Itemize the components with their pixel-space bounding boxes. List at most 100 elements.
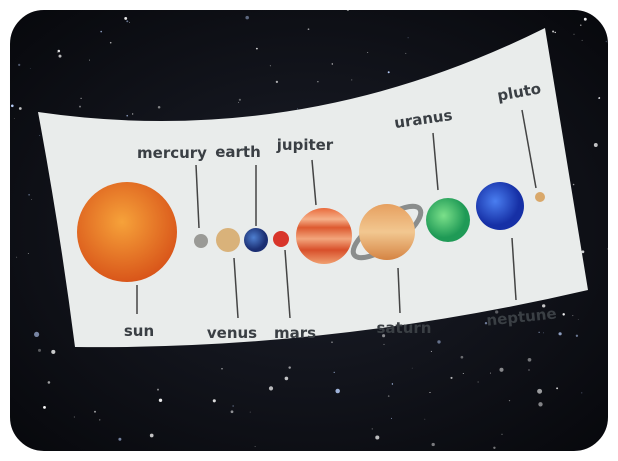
star	[552, 30, 554, 32]
star	[51, 350, 55, 354]
star	[388, 71, 390, 73]
star	[43, 406, 46, 409]
star	[562, 313, 564, 315]
star	[581, 392, 582, 393]
star	[159, 399, 162, 402]
star	[331, 341, 333, 343]
label: mars	[274, 324, 316, 342]
star	[450, 377, 452, 379]
label: venus	[207, 324, 257, 342]
star	[118, 438, 121, 441]
star	[367, 52, 368, 53]
star	[231, 410, 234, 413]
star	[392, 383, 393, 384]
star	[598, 97, 600, 99]
star	[375, 435, 379, 439]
star	[81, 98, 82, 99]
star	[308, 28, 310, 30]
star	[31, 199, 32, 200]
star	[157, 389, 159, 391]
star	[238, 102, 239, 103]
star	[539, 332, 540, 333]
star	[30, 68, 31, 69]
star	[332, 63, 333, 64]
star	[79, 106, 81, 108]
star	[335, 389, 340, 394]
star	[437, 340, 440, 343]
sun	[77, 182, 177, 282]
mars	[273, 231, 289, 247]
star	[11, 105, 14, 108]
star	[509, 400, 510, 401]
star	[124, 17, 127, 20]
star	[582, 40, 583, 41]
venus	[216, 228, 240, 252]
star	[576, 335, 578, 337]
label: mercury	[137, 144, 207, 162]
earth	[244, 228, 268, 252]
star	[270, 65, 271, 66]
star	[391, 418, 392, 419]
star	[99, 419, 100, 420]
jupiter	[296, 208, 352, 264]
star	[412, 368, 413, 369]
star	[28, 194, 30, 196]
star	[424, 419, 425, 420]
label: sun	[124, 322, 154, 340]
star	[432, 443, 435, 446]
star	[132, 113, 133, 114]
star	[245, 16, 249, 20]
star	[110, 42, 112, 44]
star	[499, 368, 503, 372]
star	[74, 416, 75, 417]
star	[573, 184, 575, 186]
star	[16, 257, 17, 258]
star	[408, 37, 409, 38]
star	[558, 332, 561, 335]
star	[233, 405, 234, 406]
star	[89, 60, 90, 61]
saturn	[359, 204, 415, 260]
uranus	[426, 198, 470, 242]
star	[334, 372, 335, 373]
star	[14, 118, 15, 119]
star	[580, 25, 581, 26]
star	[285, 377, 289, 381]
star	[528, 358, 532, 362]
star	[556, 387, 558, 389]
photo: sun mercury venus earth mars jupiter sat…	[0, 0, 618, 461]
star	[461, 356, 464, 359]
star	[276, 81, 278, 83]
star	[239, 99, 241, 101]
neptune	[476, 182, 524, 230]
star	[578, 319, 579, 320]
pluto	[535, 192, 545, 202]
star	[606, 41, 607, 42]
star	[150, 434, 154, 438]
star	[158, 106, 161, 109]
star	[572, 315, 573, 316]
star	[297, 108, 298, 109]
star	[388, 395, 390, 397]
star	[384, 344, 385, 345]
star	[269, 386, 273, 390]
label: jupiter	[276, 136, 334, 154]
star	[607, 248, 608, 249]
star	[528, 369, 529, 370]
label: earth	[215, 143, 261, 161]
star	[502, 434, 503, 435]
star	[221, 368, 222, 369]
star	[537, 389, 542, 394]
star	[581, 250, 584, 253]
star	[493, 447, 495, 449]
star	[129, 22, 130, 23]
star	[58, 50, 61, 53]
label: saturn	[377, 319, 432, 337]
star	[256, 48, 258, 50]
star	[351, 79, 352, 80]
star	[38, 349, 41, 352]
star	[478, 382, 479, 383]
star	[57, 52, 58, 53]
star	[317, 81, 318, 82]
star	[48, 381, 51, 384]
